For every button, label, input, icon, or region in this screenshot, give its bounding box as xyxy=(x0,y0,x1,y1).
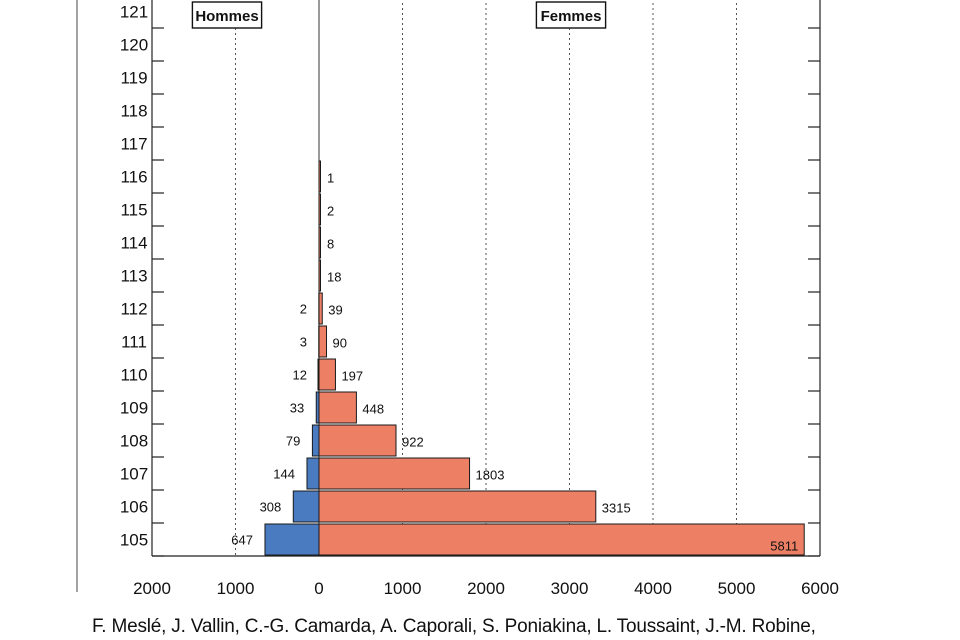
value-label-femmes: 448 xyxy=(362,402,384,417)
bar-femmes xyxy=(318,424,397,457)
x-tick-label: 6000 xyxy=(801,579,839,598)
bar-femmes xyxy=(318,523,805,556)
value-label-femmes: 2 xyxy=(327,204,334,219)
age-label: 113 xyxy=(120,267,147,286)
age-label: 105 xyxy=(120,531,148,550)
x-tick-label: 1000 xyxy=(384,579,422,598)
age-label: 109 xyxy=(120,399,148,418)
age-label: 107 xyxy=(120,465,148,484)
x-tick-label: 0 xyxy=(314,579,323,598)
bar-femmes xyxy=(318,160,321,193)
bar-femmes xyxy=(318,193,321,226)
value-label-hommes: 308 xyxy=(260,500,282,515)
x-tick-label: 3000 xyxy=(551,579,589,598)
bar-femmes xyxy=(318,325,328,358)
age-label: 121 xyxy=(120,3,148,22)
value-label-femmes: 39 xyxy=(328,303,342,318)
age-label: 117 xyxy=(120,135,147,154)
value-label-femmes: 922 xyxy=(402,435,424,450)
x-tick-label: 5000 xyxy=(718,579,756,598)
age-label: 118 xyxy=(120,102,147,121)
value-label-femmes: 197 xyxy=(341,369,363,384)
value-label-femmes: 1803 xyxy=(476,468,505,483)
value-label-hommes: 79 xyxy=(286,434,300,449)
bar-hommes xyxy=(264,523,320,556)
bar-femmes xyxy=(318,226,321,259)
value-label-femmes: 1 xyxy=(327,171,334,186)
age-label: 120 xyxy=(120,36,148,55)
value-label-hommes: 2 xyxy=(300,302,307,317)
legend-femmes-text: Femmes xyxy=(541,8,602,25)
source-credit: F. Meslé, J. Vallin, C.-G. Camarda, A. C… xyxy=(92,616,816,637)
legend-femmes-box xyxy=(535,1,607,29)
age-label: 112 xyxy=(120,300,147,319)
value-label-hommes: 12 xyxy=(293,368,307,383)
value-label-hommes: 647 xyxy=(231,533,253,548)
age-label: 110 xyxy=(120,366,147,385)
bar-hommes xyxy=(311,424,320,457)
bar-hommes xyxy=(306,457,320,490)
bar-femmes xyxy=(318,490,597,523)
legend-hommes-box xyxy=(191,1,263,29)
age-label: 116 xyxy=(120,168,147,187)
bar-femmes xyxy=(318,457,471,490)
x-tick-label: 2000 xyxy=(467,579,505,598)
value-label-femmes: 5811 xyxy=(770,539,798,554)
age-label: 108 xyxy=(120,432,148,451)
bar-femmes xyxy=(318,358,336,391)
age-label: 115 xyxy=(120,201,147,220)
age-label: 111 xyxy=(121,333,147,352)
bar-femmes xyxy=(318,259,322,292)
value-label-femmes: 3315 xyxy=(602,501,631,516)
bar-femmes xyxy=(318,292,323,325)
x-tick-label: 2000 xyxy=(133,579,171,598)
age-label: 119 xyxy=(120,69,147,88)
value-label-hommes: 144 xyxy=(273,467,295,482)
legend-hommes-text: Hommes xyxy=(195,8,258,25)
bar-hommes xyxy=(292,490,320,523)
value-label-femmes: 18 xyxy=(327,270,341,285)
value-label-hommes: 33 xyxy=(290,401,304,416)
value-label-femmes: 90 xyxy=(333,336,347,351)
x-tick-label: 1000 xyxy=(217,579,255,598)
age-label: 106 xyxy=(120,498,148,517)
x-tick-label: 4000 xyxy=(634,579,672,598)
age-label: 114 xyxy=(120,234,147,253)
value-label-femmes: 8 xyxy=(327,237,334,252)
bar-femmes xyxy=(318,391,357,424)
value-label-hommes: 3 xyxy=(300,335,307,350)
